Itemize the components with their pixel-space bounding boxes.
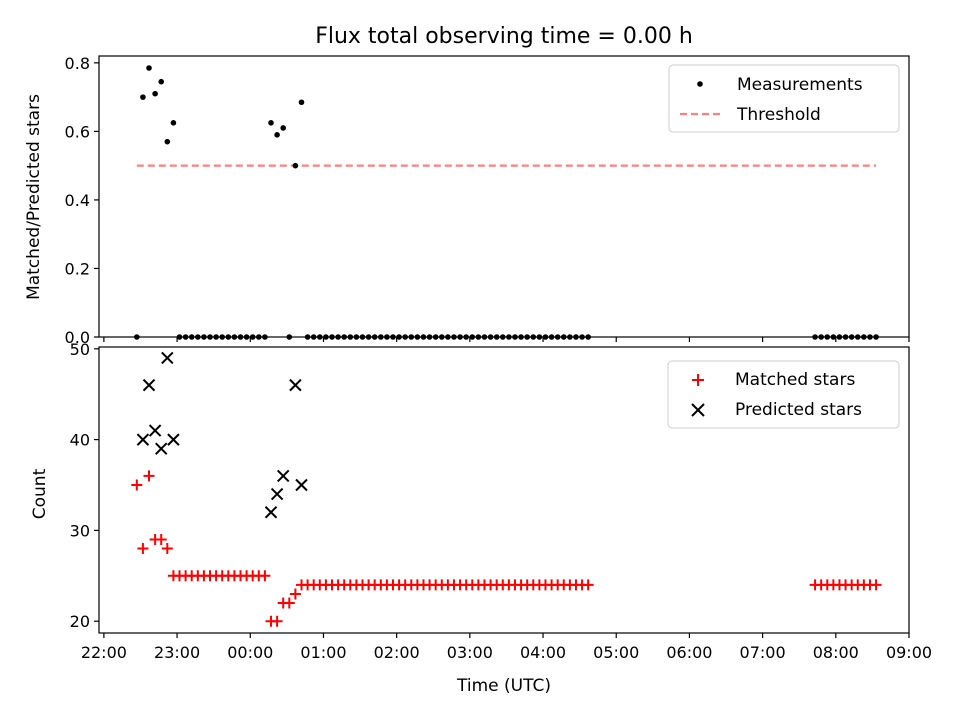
bottom-y-tick-label: 40 xyxy=(70,431,90,450)
x-tick-label: 23:00 xyxy=(154,643,200,662)
predicted-star-point xyxy=(142,378,156,392)
predicted-star-point xyxy=(167,433,180,446)
x-tick-label: 09:00 xyxy=(886,643,932,662)
top-y-tick-label: 0.8 xyxy=(65,54,90,73)
legend-measurements-label: Measurements xyxy=(737,75,863,95)
matched-star-point xyxy=(137,543,149,555)
measurement-point xyxy=(152,90,158,97)
measurement-point xyxy=(280,125,287,131)
bottom-series-layer xyxy=(131,351,882,627)
measurement-point xyxy=(140,94,146,100)
top-y-tick-label: 0.0 xyxy=(65,328,90,347)
x-tick-label: 03:00 xyxy=(447,643,493,662)
matched-star-point xyxy=(143,470,155,482)
top-panel: 0.00.20.40.60.8 Matched/Predicted stars … xyxy=(24,54,910,347)
bottom-y-tick-label: 30 xyxy=(70,521,90,540)
measurement-point xyxy=(268,120,274,126)
measurement-point xyxy=(298,99,305,106)
x-tick-label: 02:00 xyxy=(374,643,420,662)
predicted-star-point xyxy=(136,433,150,446)
bottom-y-tick-label: 50 xyxy=(70,340,90,359)
matched-star-point xyxy=(155,533,167,545)
matched-star-point xyxy=(870,579,882,591)
matched-star-point xyxy=(289,588,301,600)
predicted-star-point xyxy=(270,487,284,501)
chart-title: Flux total observing time = 0.00 h xyxy=(315,24,693,49)
x-tick-label: 07:00 xyxy=(740,643,786,662)
x-tick-label: 00:00 xyxy=(227,643,273,662)
x-tick-label: 01:00 xyxy=(300,643,346,662)
x-axis-label: Time (UTC) xyxy=(456,676,551,696)
legend-predicted-label: Predicted stars xyxy=(735,400,862,420)
matched-star-point xyxy=(161,543,173,555)
measurement-point xyxy=(292,162,299,169)
bottom-y-tick-label: 20 xyxy=(70,612,90,631)
legend-matched-label: Matched stars xyxy=(735,370,855,390)
legend-measurements-marker xyxy=(697,81,703,87)
matched-star-point xyxy=(271,615,283,627)
predicted-star-point xyxy=(155,442,168,455)
measurement-point xyxy=(274,132,280,138)
measurement-point xyxy=(170,120,177,126)
top-legend-box xyxy=(668,64,900,133)
predicted-star-point xyxy=(148,424,162,437)
top-axes: 0.0 0.2 0.4 0.6 0.8 xyxy=(65,54,910,347)
predicted-star-point xyxy=(295,478,308,492)
predicted-star-point xyxy=(161,351,174,365)
bottom-y-axis-label: Count xyxy=(30,468,50,519)
predicted-star-point xyxy=(289,378,302,392)
predicted-star-point xyxy=(276,469,290,483)
legend-predicted-marker xyxy=(691,403,705,417)
bottom-legend: Matched stars Predicted stars xyxy=(667,360,900,429)
x-tick-label: 06:00 xyxy=(666,643,712,662)
legend-matched-marker xyxy=(692,374,704,386)
legend-threshold-label: Threshold xyxy=(736,105,821,125)
x-tick-label: 05:00 xyxy=(593,643,639,662)
matched-star-point xyxy=(582,579,594,591)
x-tick-label: 08:00 xyxy=(813,643,859,662)
matched-star-point xyxy=(259,570,271,582)
bottom-axes: 22:00 23:00 00:00 01:00 02:00 03:00 04:00 05:00… xyxy=(70,340,932,662)
top-legend: Measurements Threshold xyxy=(668,64,900,133)
x-tick-label: 04:00 xyxy=(520,643,566,662)
measurement-point xyxy=(164,138,171,145)
predicted-star-point xyxy=(264,506,278,519)
bottom-panel: 22:00 23:00 00:00 01:00 02:00 03:00 04:00 05:00… xyxy=(30,340,932,696)
top-y-tick-label: 0.2 xyxy=(65,259,90,278)
bottom-legend-box xyxy=(667,360,900,429)
x-tick-label: 22:00 xyxy=(81,643,127,662)
top-y-tick-label: 0.4 xyxy=(65,191,90,210)
bottom-frame xyxy=(98,346,910,634)
top-y-axis-label: Matched/Predicted stars xyxy=(24,94,44,300)
matched-star-point xyxy=(131,479,143,491)
matched-star-point xyxy=(283,597,295,609)
top-frame xyxy=(98,55,910,338)
measurement-point xyxy=(158,78,165,85)
top-y-tick-label: 0.6 xyxy=(65,122,90,141)
measurement-point xyxy=(146,65,152,71)
